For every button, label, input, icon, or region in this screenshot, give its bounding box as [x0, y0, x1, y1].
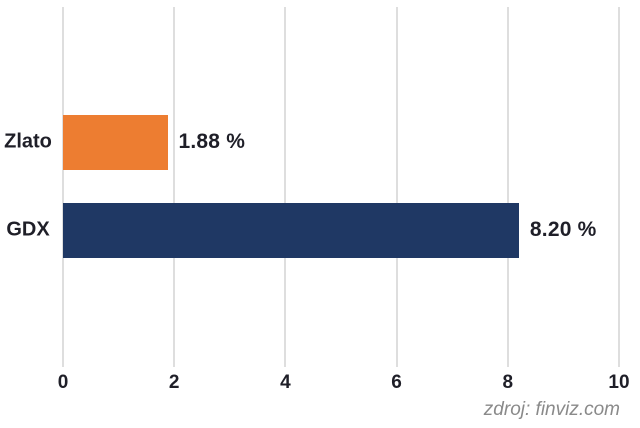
- category-label: GDX: [6, 218, 50, 241]
- bar: [63, 202, 519, 258]
- bar: [63, 114, 168, 170]
- x-axis-tick-label: 10: [608, 372, 630, 393]
- x-axis-tick-label: 2: [168, 372, 180, 393]
- gridline: [618, 7, 620, 367]
- gridline: [62, 7, 64, 367]
- plot-area: 1.88 % 8.20 %: [62, 7, 620, 367]
- bar-value-label: 8.20 %: [529, 218, 597, 241]
- x-axis-tick-label: 4: [280, 372, 291, 393]
- x-axis-tick-label: 0: [57, 372, 69, 393]
- x-axis-tick-label: 6: [391, 372, 402, 393]
- gridline: [173, 7, 176, 367]
- x-axis-tick-label: 8: [502, 372, 514, 393]
- bar-value-label: 1.88 %: [178, 130, 246, 153]
- gridline: [395, 7, 398, 367]
- gridline: [284, 7, 287, 367]
- gridline: [506, 7, 509, 367]
- source-credit: zdroj: finviz.com: [483, 399, 620, 420]
- category-label: Zlato: [4, 130, 52, 153]
